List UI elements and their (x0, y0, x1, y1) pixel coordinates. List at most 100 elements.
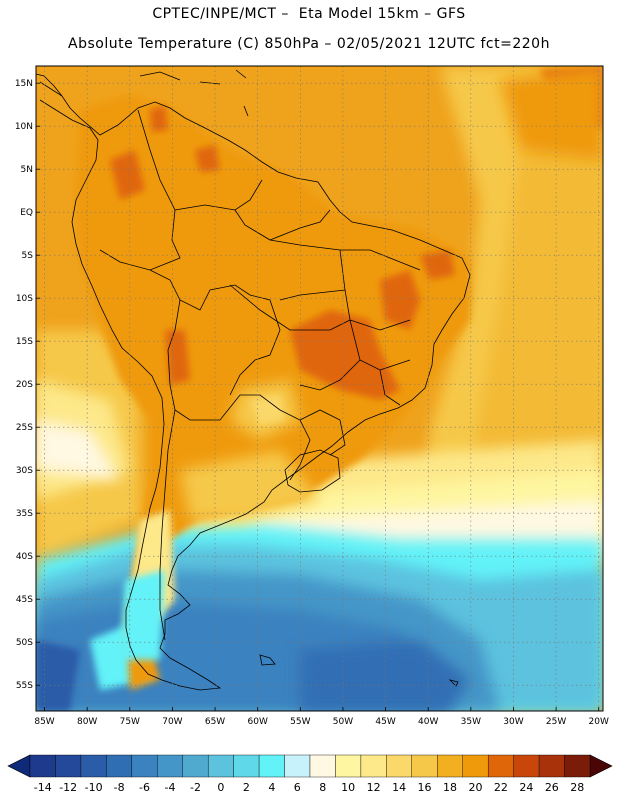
south-georgia (448, 679, 459, 687)
lon-label: 25W (546, 717, 566, 727)
colorbar-high-arrow (589, 754, 613, 778)
lon-label: 65W (205, 717, 225, 727)
border-5 (167, 299, 241, 421)
lat-label: 10N (15, 122, 33, 132)
colorbar-swatch (55, 754, 82, 778)
lat-label: 5N (21, 165, 33, 175)
colorbar-swatch (487, 754, 514, 778)
colorbar-label: 0 (217, 781, 224, 794)
colorbar: -14 -12 -10 -8 -6 -4 -2 0 2 4 6 8 10 12 14 16 18 20 22 24 26… (7, 754, 613, 794)
central-america-coast (36, 73, 63, 97)
map-frame (35, 65, 604, 712)
colorbar-swatch (258, 754, 285, 778)
colorbar-swatch (309, 754, 336, 778)
colorbar-label: -14 (34, 781, 52, 794)
lat-label: 10S (16, 294, 33, 304)
chart-title-line1: CPTEC/INPE/MCT – Eta Model 15km – GFS (152, 6, 466, 22)
border-3 (234, 209, 331, 241)
field-south-5 (300, 640, 470, 711)
field-south-6 (36, 640, 80, 711)
colorbar-swatch (29, 754, 56, 778)
colorbar-swatch (182, 754, 209, 778)
lat-label: 15S (16, 337, 33, 347)
colorbar-swatch (233, 754, 260, 778)
colorbar-swatch (335, 754, 362, 778)
colorbar-swatch (106, 754, 133, 778)
south-america-coast (39, 81, 471, 691)
lon-label: 70W (162, 717, 182, 727)
field-colombia-hot (150, 105, 168, 132)
graticule (36, 66, 603, 711)
border-7 (159, 409, 176, 641)
field-andes-north (110, 150, 145, 200)
colorbar-swatch (513, 754, 540, 778)
lat-label: 5S (22, 251, 34, 261)
lat-label: 40S (16, 552, 33, 562)
lat-label: 25S (16, 423, 33, 433)
falklands (259, 654, 276, 666)
colorbar-label: 2 (243, 781, 250, 794)
colorbar-label: -6 (139, 781, 150, 794)
lon-label: 55W (290, 717, 310, 727)
field-bolivia-hot (165, 330, 190, 385)
field-pacific-3 (36, 420, 120, 480)
lat-label: 15N (15, 79, 33, 89)
colorbar-label: 12 (367, 781, 381, 794)
lon-label: 45W (375, 717, 395, 727)
lat-label: 45S (16, 595, 33, 605)
lon-label: 35W (461, 717, 481, 727)
colorbar-swatch (284, 754, 311, 778)
lat-label: 30S (16, 466, 33, 476)
colorbar-label: -4 (165, 781, 176, 794)
colorbar-swatch (207, 754, 234, 778)
border-8 (299, 409, 346, 456)
colorbar-label: 6 (294, 781, 301, 794)
colorbar-label: -2 (190, 781, 201, 794)
chart-title-line2: Absolute Temperature (C) 850hPa – 02/05/… (68, 36, 550, 52)
colorbar-swatch (462, 754, 489, 778)
brazil-states (229, 239, 421, 406)
lat-label: EQ (20, 208, 33, 218)
field-patagonia-2 (120, 570, 165, 660)
field-chaco-cool-2 (250, 395, 285, 425)
lat-axis: 15N 10N 5N EQ 5S 10S 15S 20S 25S 30S 35S 40S 45S 50S 5… (15, 79, 40, 691)
lat-label: 55S (16, 681, 33, 691)
lon-axis: 85W 80W 75W 70W 65W 60W 55W 50W 45W 40W 35W 30W 25W 2… (34, 707, 609, 727)
uruguay-border (284, 449, 341, 493)
lon-label: 30W (503, 717, 523, 727)
field-ne-brazil-hot (380, 270, 420, 330)
colorbar-label: -8 (114, 781, 125, 794)
field-east-ocean-2 (470, 120, 603, 470)
lon-label: 40W (418, 717, 438, 727)
coastlines (36, 69, 471, 691)
colorbar-swatch (538, 754, 565, 778)
colorbar-label: 24 (519, 781, 533, 794)
lat-label: 20S (16, 380, 33, 390)
colorbar-label: -12 (59, 781, 77, 794)
caribbean-islands (139, 69, 249, 117)
colorbar-swatch (437, 754, 463, 778)
colorbar-swatch (157, 754, 183, 778)
colorbar-low-arrow (7, 754, 31, 778)
lon-label: 20W (589, 717, 609, 727)
lon-label: 60W (248, 717, 268, 727)
colorbar-label: 26 (545, 781, 559, 794)
colorbar-swatch (386, 754, 413, 778)
field-ne-tip-hot (420, 250, 455, 280)
field-brazil-hot (290, 310, 400, 400)
colorbar-label: 16 (418, 781, 432, 794)
colorbar-label: 18 (443, 781, 457, 794)
colorbar-swatch (80, 754, 107, 778)
colorbar-label: 20 (468, 781, 482, 794)
lon-label: 80W (77, 717, 97, 727)
colorbar-label: 8 (319, 781, 326, 794)
colorbar-swatch (360, 754, 387, 778)
field-ne-warm-2 (500, 66, 603, 160)
colorbar-label: 4 (268, 781, 275, 794)
lon-label: 85W (34, 717, 54, 727)
lat-label: 50S (16, 638, 33, 648)
map-field (36, 66, 603, 711)
lon-label: 75W (120, 717, 140, 727)
colorbar-label: 28 (570, 781, 584, 794)
